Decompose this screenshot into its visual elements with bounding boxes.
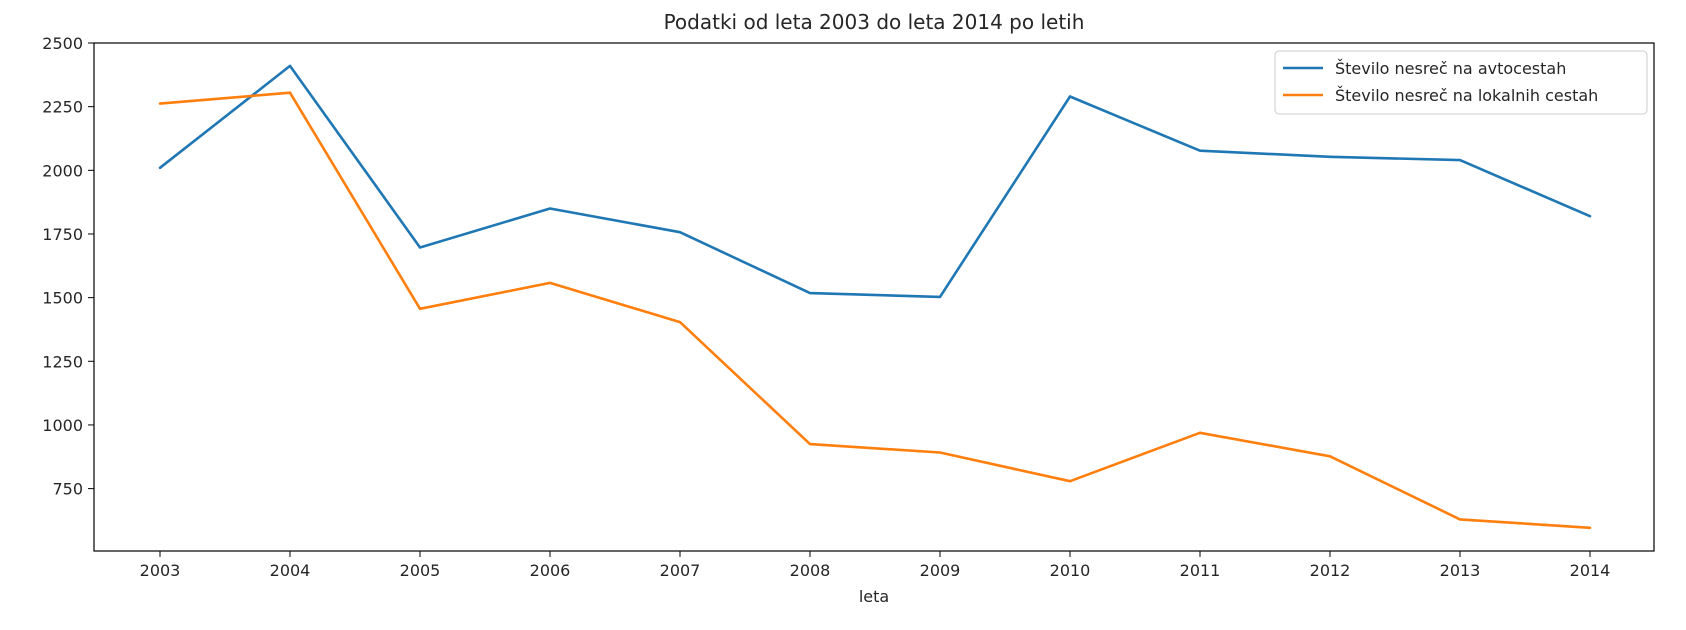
plot-frame <box>93 42 1655 552</box>
y-tick-label: 1000 <box>42 416 83 435</box>
series-line-2 <box>158 91 1592 530</box>
y-tick-label: 1250 <box>42 352 83 371</box>
x-axis-title: leta <box>859 587 889 606</box>
legend-label-2: Število nesreč na lokalnih cestah <box>1335 86 1598 105</box>
legend-items: Število nesreč na avtocestah Število nesr… <box>1283 59 1598 105</box>
legend-label-1: Število nesreč na avtocestah <box>1335 59 1566 78</box>
y-tick-label: 1750 <box>42 225 83 244</box>
y-tick-label: 750 <box>52 480 83 499</box>
y-tick-label: 1500 <box>42 289 83 308</box>
x-tick-label: 2005 <box>400 561 441 580</box>
x-tick-label: 2013 <box>1440 561 1481 580</box>
x-tick-label: 2009 <box>920 561 961 580</box>
series-line-1 <box>158 64 1592 299</box>
legend: Število nesreč na avtocestah Število nesr… <box>1274 50 1648 115</box>
x-tick-label: 2006 <box>530 561 571 580</box>
y-axis: 750 1000 1250 1500 1750 2000 2250 2500 <box>42 34 94 499</box>
y-tick-label: 2500 <box>42 34 83 53</box>
x-tick-label: 2010 <box>1050 561 1091 580</box>
x-tick-label: 2007 <box>660 561 701 580</box>
x-tick-label: 2004 <box>270 561 311 580</box>
plot-area: 2003 2004 2005 2006 2007 2008 2009 2010 2011 2012… <box>42 34 1655 580</box>
legend-box <box>1274 50 1648 115</box>
x-tick-label: 2012 <box>1310 561 1351 580</box>
x-tick-label: 2008 <box>790 561 831 580</box>
series-lines <box>158 64 1592 530</box>
x-tick-label: 2011 <box>1180 561 1221 580</box>
y-tick-label: 2250 <box>42 98 83 117</box>
x-tick-label: 2003 <box>140 561 181 580</box>
y-tick-label: 2000 <box>42 161 83 180</box>
x-tick-label: 2014 <box>1570 561 1611 580</box>
chart-title: Podatki od leta 2003 do leta 2014 po let… <box>664 10 1085 34</box>
x-axis: 2003 2004 2005 2006 2007 2008 2009 2010 2011 2012… <box>140 551 1611 580</box>
